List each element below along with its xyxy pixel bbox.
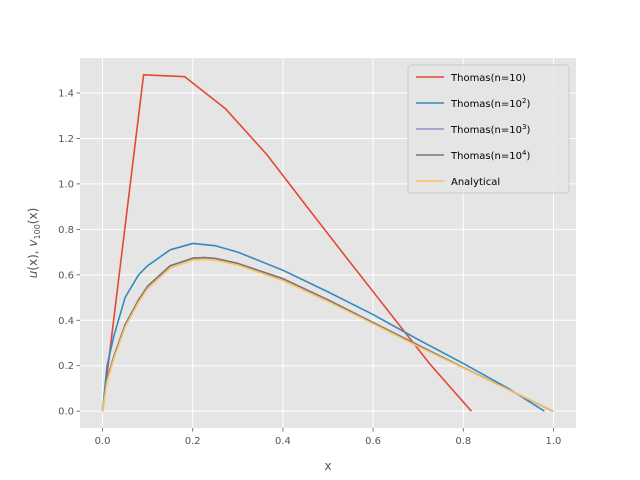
y-label-v: v xyxy=(26,239,40,247)
x-tick-label: 0.8 xyxy=(455,436,471,447)
y-tick-label: 1.2 xyxy=(58,134,74,145)
y-label-arg2: (x) xyxy=(26,208,40,224)
x-tick-label: 0.6 xyxy=(365,436,381,447)
y-tick-label: 0.0 xyxy=(58,407,74,418)
ticks: 0.0 0.2 0.4 0.6 0.8 1.0 0.0 0.2 0.4 0.6 0.8 1.0 1.2 1… xyxy=(58,89,561,448)
legend-entry: Thomas(n=103) xyxy=(450,123,530,136)
series-line-5 xyxy=(101,258,554,412)
legend-entry: Thomas(n=10) xyxy=(450,73,526,84)
grid xyxy=(80,58,576,428)
y-tick-label: 0.2 xyxy=(58,361,74,372)
y-tick-label: 0.4 xyxy=(58,316,74,327)
x-axis-label: x xyxy=(324,459,331,473)
x-tick-label: 1.0 xyxy=(546,436,562,447)
legend-entry: Thomas(n=102) xyxy=(450,97,530,110)
y-axis-label: u(x), v100(x) xyxy=(26,208,42,279)
y-tick-label: 0.6 xyxy=(58,270,74,281)
x-tick-label: 0.4 xyxy=(275,436,291,447)
series-line-1 xyxy=(101,74,472,412)
series-line-2 xyxy=(101,242,545,412)
x-tick-label: 0.0 xyxy=(95,436,111,447)
y-label-u: u xyxy=(26,270,40,278)
legend-box xyxy=(407,64,570,194)
y-tick-label: 1.4 xyxy=(58,89,74,100)
legend-entry: Thomas(n=104) xyxy=(450,149,530,162)
y-label-arg1: (x), xyxy=(26,247,40,271)
legend: Thomas(n=10) Thomas(n=102) Thomas(n=103) Th… xyxy=(407,64,570,194)
axis-labels: x u(x), v100(x) xyxy=(26,208,332,473)
series-group xyxy=(101,74,554,412)
y-label-subscript: 100 xyxy=(33,224,42,239)
y-tick-label: 0.8 xyxy=(58,225,74,236)
legend-entry: Analytical xyxy=(451,177,500,188)
x-tick-label: 0.2 xyxy=(185,436,201,447)
y-tick-label: 1.0 xyxy=(58,179,74,190)
